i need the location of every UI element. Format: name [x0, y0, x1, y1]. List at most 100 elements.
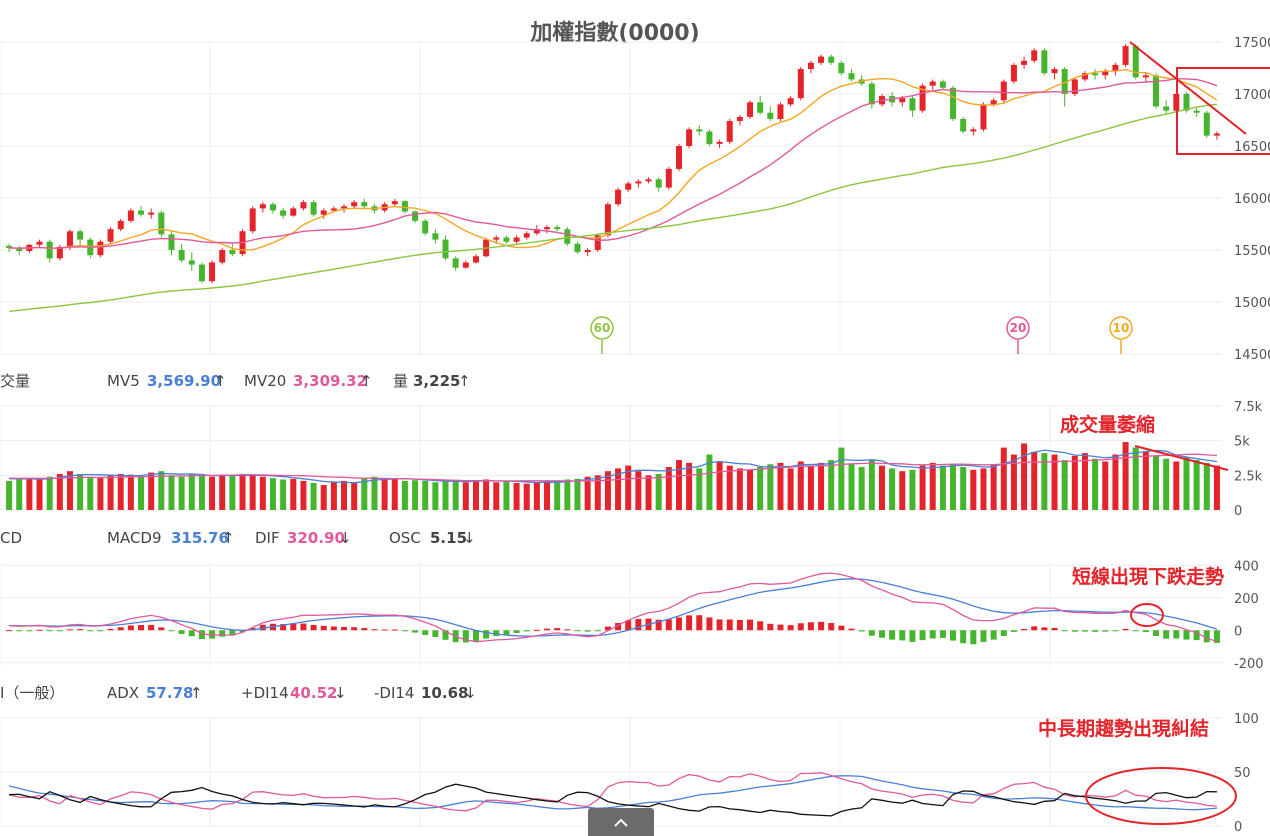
osc-bar [909, 630, 916, 642]
candle-body [219, 250, 226, 263]
volume-bar [381, 479, 388, 510]
candle-body [158, 212, 165, 235]
volume-bar [878, 465, 885, 510]
osc-bar [1153, 630, 1160, 636]
mdi-label: -DI14 [374, 684, 414, 702]
candle-body [1183, 94, 1190, 111]
volume-bar [6, 480, 13, 510]
volume-bar [696, 468, 703, 510]
volume-annotation: 成交量萎縮 [1060, 413, 1155, 436]
candle-body [209, 262, 216, 282]
volume-bar [615, 468, 622, 510]
volume-bar [1173, 461, 1180, 510]
candle-body [615, 189, 622, 205]
candle-body [391, 201, 398, 205]
volume-bar [828, 460, 835, 510]
volume-bar [239, 473, 246, 510]
volume-tick-label: 2.5k [1234, 469, 1263, 484]
osc-bar [899, 630, 906, 641]
volume-bar [178, 476, 185, 510]
osc-bar [1213, 630, 1220, 643]
osc-bar [341, 627, 348, 631]
candle-body [757, 102, 764, 113]
mv5-arrow: ↑ [214, 372, 227, 390]
candle-body [6, 245, 13, 248]
osc-bar [533, 629, 540, 631]
candle-body [462, 262, 469, 268]
candle-body [635, 181, 642, 184]
candle-body [493, 237, 500, 240]
volume-bar [280, 479, 287, 510]
osc-bar [300, 623, 307, 631]
dif-arrow: ↓ [339, 529, 352, 547]
volume-bar [117, 473, 124, 510]
collapse-panel-button[interactable] [588, 808, 654, 836]
candle-body [533, 229, 540, 234]
osc-bar [442, 630, 449, 640]
volume-bar [747, 469, 754, 510]
osc-bar [56, 630, 63, 632]
osc-bar [1203, 630, 1210, 643]
osc-bar [889, 630, 896, 640]
volume-bar [1142, 451, 1149, 510]
ma-marker-20: 20 [1006, 316, 1030, 354]
adx-value: 57.78 [146, 684, 193, 702]
candle-body [726, 121, 733, 142]
candle-body [544, 227, 551, 230]
volume-bar [462, 482, 469, 510]
volume-bar [990, 464, 997, 510]
volume-bar [107, 475, 114, 510]
osc-bar [1000, 630, 1007, 636]
macd9-label: MACD9 [107, 529, 162, 547]
osc-bar [554, 628, 561, 631]
candle-body [970, 129, 977, 132]
volume-bar [777, 462, 784, 510]
candle-body [838, 62, 845, 74]
candle-body [1213, 133, 1220, 136]
volume-bar [939, 465, 946, 510]
price-tick-label: 17500 [1234, 36, 1270, 51]
volume-bar [422, 480, 429, 510]
volume-bar [168, 475, 175, 510]
candle-body [1203, 112, 1210, 136]
volume-bar [290, 478, 297, 510]
candle-body [1153, 75, 1160, 107]
osc-bar [970, 630, 977, 645]
volume-bar [686, 462, 693, 510]
dmi-highlight-circle [1085, 767, 1237, 825]
price-trend-line [1129, 41, 1247, 135]
volume-bar [412, 480, 419, 510]
osc-bar [655, 619, 662, 631]
candle-body [980, 104, 987, 130]
dif-line [9, 572, 1218, 643]
candle-body [178, 250, 185, 261]
candle-body [594, 235, 601, 250]
candle-body [1051, 69, 1058, 74]
volume-bar [868, 460, 875, 510]
osc-bar [391, 629, 398, 631]
ma-marker-label: 60 [594, 321, 611, 335]
candle-body [1122, 46, 1129, 65]
osc-bar [584, 630, 591, 632]
candle-body [675, 146, 682, 169]
volume-bar [564, 479, 571, 510]
volume-tick-label: 0 [1234, 504, 1242, 519]
osc-bar [950, 630, 957, 641]
candle-body [1071, 79, 1078, 94]
candle-body [655, 179, 662, 188]
osc-bar [432, 630, 439, 637]
volume-bar [483, 479, 490, 510]
candle-body [1132, 46, 1139, 78]
osc-bar [523, 630, 530, 632]
osc-bar [1021, 629, 1028, 631]
osc-bar [868, 630, 875, 636]
volume-bar [493, 482, 500, 510]
volume-bar [1213, 465, 1220, 510]
dmi-header-label: I（一般） [0, 684, 64, 702]
volume-bar [351, 482, 358, 510]
osc-bar [219, 630, 226, 637]
volume-bar [87, 476, 94, 510]
candle-body [56, 246, 63, 259]
volume-bar [818, 462, 825, 510]
dmi-annotation: 中長期趨勢出現糾結 [1038, 717, 1209, 740]
